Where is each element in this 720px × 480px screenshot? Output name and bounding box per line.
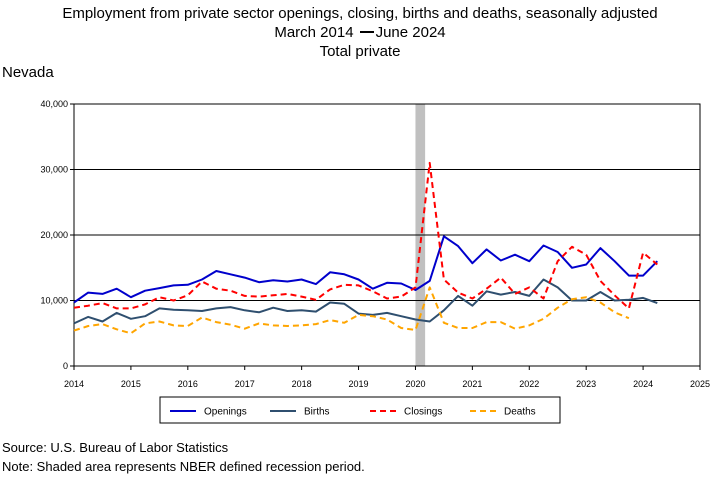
title-line-3: Total private bbox=[319, 43, 401, 60]
series-line-births bbox=[73, 278, 658, 325]
x-tick-label: 2022 bbox=[519, 379, 539, 389]
x-tick-label: 2015 bbox=[121, 379, 141, 389]
line-chart: 0 10,000 20,000 30,000 40,000 2014 2015 2016 201… bbox=[40, 99, 710, 424]
series-line-deaths bbox=[73, 286, 630, 335]
chart-title: Employment from private sector openings,… bbox=[0, 4, 720, 61]
x-tick-label: 2020 bbox=[405, 379, 425, 389]
y-tick-label: 20,000 bbox=[40, 230, 68, 240]
legend-label-births: Births bbox=[304, 407, 330, 418]
legend-label-openings: Openings bbox=[204, 407, 247, 418]
x-tick-label: 2021 bbox=[462, 379, 482, 389]
series-line-openings bbox=[73, 235, 659, 304]
x-tick-label: 2017 bbox=[235, 379, 255, 389]
title-start-date: March 2014 bbox=[274, 24, 354, 41]
x-tick-label: 2024 bbox=[633, 379, 653, 389]
title-line-2: March 2014 June 2024 bbox=[0, 23, 720, 42]
source-note: Source: U.S. Bureau of Labor Statistics bbox=[2, 440, 229, 455]
legend-label-closings: Closings bbox=[404, 407, 442, 418]
title-end-date: June 2024 bbox=[375, 24, 446, 41]
x-tick-label: 2025 bbox=[690, 379, 710, 389]
x-tick-label: 2019 bbox=[349, 379, 369, 389]
y-tick-label: 10,000 bbox=[40, 296, 68, 306]
y-tick-label: 40,000 bbox=[40, 99, 68, 109]
x-tick-label: 2016 bbox=[178, 379, 198, 389]
x-tick-label: 2014 bbox=[64, 379, 84, 389]
x-tick-label: 2018 bbox=[292, 379, 312, 389]
region-label: Nevada bbox=[2, 64, 54, 81]
y-tick-label: 30,000 bbox=[40, 165, 68, 175]
dash-glyph bbox=[359, 31, 374, 34]
plot-frame bbox=[73, 103, 701, 367]
title-line-1: Employment from private sector openings,… bbox=[62, 5, 658, 22]
recession-note: Note: Shaded area represents NBER define… bbox=[2, 459, 365, 474]
series-line-closings bbox=[73, 161, 658, 310]
x-tick-label: 2023 bbox=[576, 379, 596, 389]
y-tick-label: 0 bbox=[63, 361, 68, 371]
legend-label-deaths: Deaths bbox=[504, 407, 536, 418]
